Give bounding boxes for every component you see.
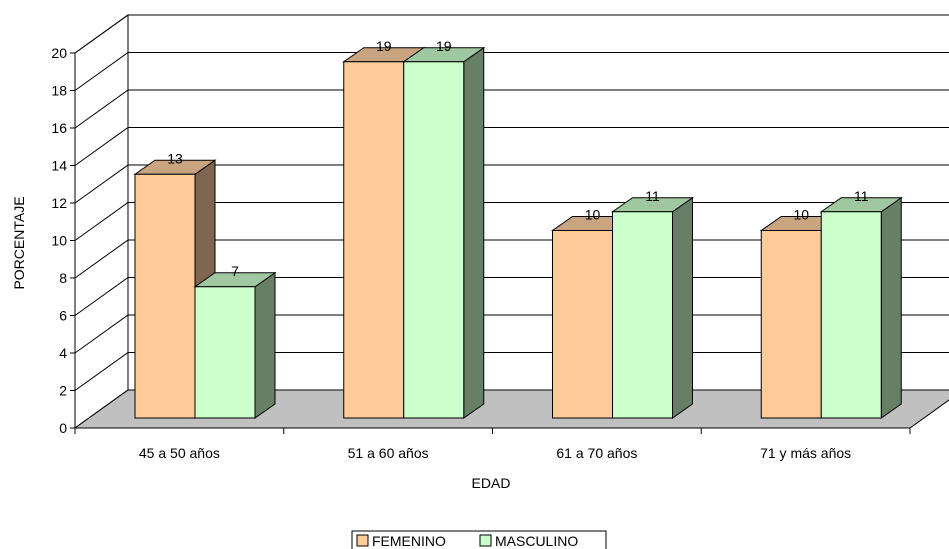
x-tick-label: 51 a 60 años xyxy=(348,445,429,461)
bar-side xyxy=(254,271,276,419)
bar-front xyxy=(612,211,673,419)
bar-front xyxy=(403,61,465,419)
x-tick-label: 45 a 50 años xyxy=(139,445,220,461)
gridline xyxy=(74,127,949,166)
bar-masculino-71-y-mas-anos xyxy=(819,196,903,419)
data-label: 11 xyxy=(645,188,660,204)
y-tick-label: 16 xyxy=(51,120,67,136)
bar-front xyxy=(343,61,405,419)
gridline xyxy=(74,164,949,204)
y-axis: 0 2 4 6 8 10 12 14 16 18 20 xyxy=(51,45,75,436)
data-labels: 13 7 19 19 10 11 10 11 xyxy=(167,38,869,279)
y-tick-label: 18 xyxy=(51,83,67,99)
bar-masculino-61-a-70-anos xyxy=(610,196,695,419)
y-tick-label: 6 xyxy=(59,308,67,324)
data-label: 7 xyxy=(231,263,239,279)
data-label: 19 xyxy=(376,38,392,54)
gridline xyxy=(74,52,949,91)
bar-side xyxy=(880,196,902,419)
legend-label-femenino: FEMENINO xyxy=(372,533,446,549)
bar-masculino-45-a-50-anos xyxy=(193,271,277,419)
legend-swatch-masculino xyxy=(479,534,492,547)
y-tick-label: 4 xyxy=(59,345,67,361)
y-tick-label: 8 xyxy=(59,270,67,286)
gridline xyxy=(74,89,949,129)
legend: FEMENINO MASCULINO xyxy=(351,530,607,549)
bar-side xyxy=(672,196,693,419)
bar-front xyxy=(820,211,882,419)
y-tick-label: 10 xyxy=(51,233,67,249)
data-label: 19 xyxy=(436,38,452,54)
bars xyxy=(133,46,903,419)
data-label: 13 xyxy=(167,150,183,166)
data-label: 10 xyxy=(585,207,601,223)
legend-label-masculino: MASCULINO xyxy=(495,533,578,549)
y-tick-label: 20 xyxy=(51,45,67,61)
y-tick-label: 14 xyxy=(51,158,67,174)
y-tick-label: 0 xyxy=(59,420,67,436)
x-axis-title: EDAD xyxy=(472,475,511,491)
legend-swatch-femenino xyxy=(356,534,369,547)
x-tick-label: 71 y más años xyxy=(760,445,851,461)
bar-side xyxy=(463,46,485,419)
y-tick-label: 12 xyxy=(51,195,67,211)
bar-masculino-51-a-60-anos xyxy=(402,46,486,419)
data-label: 10 xyxy=(793,207,809,223)
legend-box xyxy=(351,530,607,549)
data-label: 11 xyxy=(854,188,869,204)
bar-front xyxy=(194,286,256,419)
bar-front xyxy=(760,230,822,419)
gridline xyxy=(74,14,949,54)
y-axis-title: PORCENTAJE xyxy=(11,196,27,289)
bar-front xyxy=(134,173,196,419)
x-tick-label: 61 a 70 años xyxy=(556,445,637,461)
bar-front xyxy=(552,230,613,419)
y-tick-label: 2 xyxy=(59,383,67,399)
x-axis: 45 a 50 años 51 a 60 años 61 a 70 años 71 y… xyxy=(74,427,911,461)
